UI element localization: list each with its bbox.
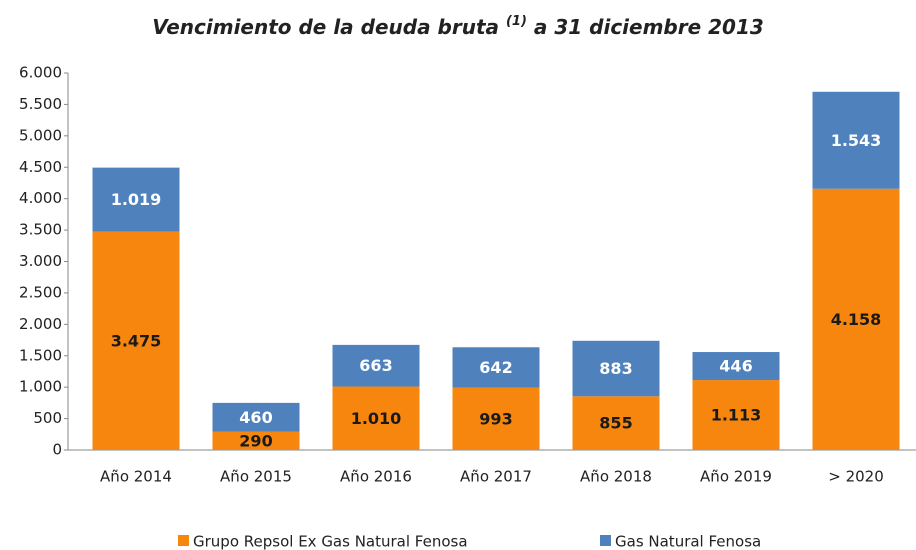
y-tick-label: 2.500 [19, 283, 62, 301]
bar-segment [212, 431, 300, 450]
y-tick-label: 1.000 [19, 378, 62, 396]
x-tick-label: Año 2019 [700, 468, 772, 486]
title-superscript: (1) [506, 14, 527, 29]
value-label: 993 [479, 409, 512, 428]
bar-segment [332, 344, 420, 387]
bar-segment [332, 386, 420, 450]
value-label: 663 [359, 356, 392, 375]
y-tick-label: 500 [33, 409, 62, 427]
x-tick-label: Año 2014 [100, 468, 172, 486]
y-tick-label: 2.000 [19, 315, 62, 333]
bar-segment [452, 387, 540, 450]
y-tick-label: 1.500 [19, 346, 62, 364]
bar-segment [812, 91, 900, 189]
legend-label: Gas Natural Fenosa [615, 533, 761, 550]
value-label: 1.113 [711, 406, 762, 425]
bar-segment [92, 167, 180, 232]
bar-segment [812, 188, 900, 450]
bar-segment [572, 340, 660, 397]
x-tick-label: Año 2017 [460, 468, 532, 486]
bar-segment [692, 352, 780, 381]
y-tick-label: 5.000 [19, 126, 62, 144]
x-tick-label: Año 2015 [220, 468, 292, 486]
y-tick-label: 5.500 [19, 95, 62, 113]
bar-segment [692, 380, 780, 450]
value-label: 1.019 [111, 190, 162, 209]
title-suffix: a 31 diciembre 2013 [534, 15, 764, 39]
title-main: Vencimiento de la deuda bruta [152, 15, 499, 39]
y-tick-label: 3.500 [19, 221, 62, 239]
bar-segment [92, 231, 180, 450]
bar-segment [212, 402, 300, 432]
legend-swatch [178, 535, 189, 546]
y-tick-label: 4.000 [19, 189, 62, 207]
value-label: 3.475 [111, 331, 162, 350]
y-tick-label: 4.500 [19, 158, 62, 176]
value-label: 883 [599, 359, 632, 378]
x-tick-label: Año 2016 [340, 468, 412, 486]
value-label: 1.543 [831, 131, 882, 150]
chart-title: Vencimiento de la deuda bruta (1) a 31 d… [152, 8, 764, 39]
value-label: 446 [719, 357, 752, 376]
y-tick-label: 0 [52, 441, 62, 459]
legend-swatch [600, 535, 611, 546]
value-label: 4.158 [831, 310, 882, 329]
bar-segment [572, 396, 660, 450]
y-tick-label: 3.000 [19, 252, 62, 270]
x-tick-label: > 2020 [828, 468, 884, 486]
value-label: 642 [479, 358, 512, 377]
value-label: 1.010 [351, 409, 402, 428]
x-tick-label: Año 2018 [580, 468, 652, 486]
bar-segment [452, 347, 540, 388]
value-label: 290 [239, 431, 272, 450]
y-tick-label: 6.000 [19, 64, 62, 82]
value-label: 855 [599, 414, 632, 433]
value-label: 460 [239, 408, 272, 427]
legend-label: Grupo Repsol Ex Gas Natural Fenosa [193, 533, 468, 550]
